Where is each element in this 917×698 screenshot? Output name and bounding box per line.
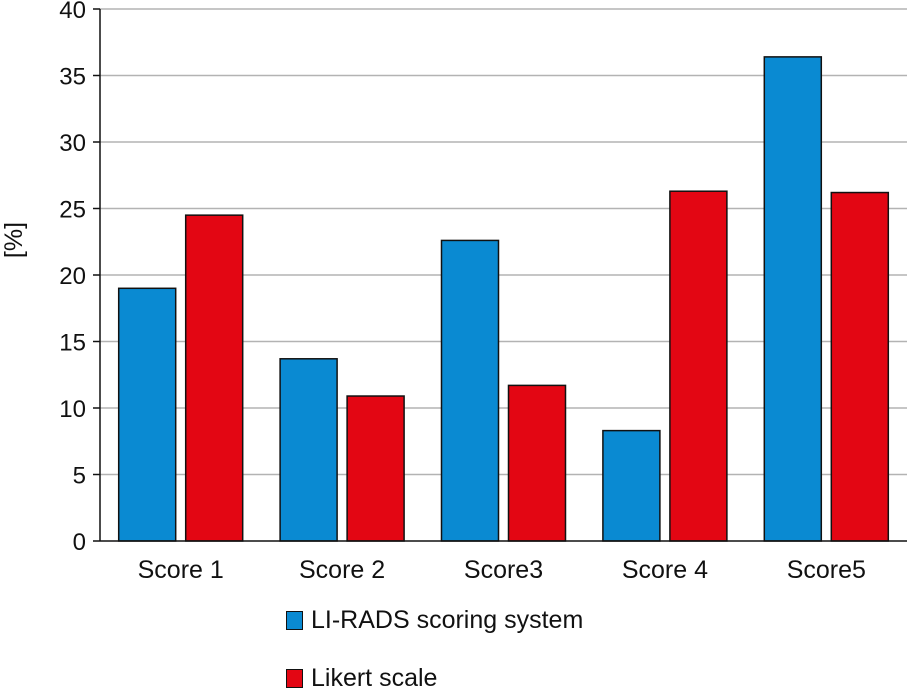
legend-item-lirads: LI-RADS scoring system — [286, 600, 583, 640]
y-tick-label: 25 — [59, 197, 86, 224]
y-axis-label: [%] — [0, 222, 28, 258]
y-tick-label: 30 — [59, 130, 86, 157]
bar-likert — [669, 190, 728, 542]
x-tick-label: Score3 — [464, 556, 543, 584]
y-tick-label: 15 — [59, 330, 86, 357]
bar-lirads — [117, 287, 177, 542]
x-tick-label: Score 2 — [299, 556, 385, 584]
y-tick-label: 5 — [73, 463, 86, 490]
x-tick-label: Score 1 — [138, 556, 224, 584]
y-tick-label: 40 — [59, 0, 86, 24]
bar-lirads — [440, 239, 500, 542]
legend-swatch-lirads — [286, 610, 303, 630]
legend-label-lirads: LI-RADS scoring system — [311, 605, 584, 634]
bar-lirads — [763, 56, 823, 542]
x-ticks: Score 1 Score 2 Score3 Score 4 Score5 — [138, 556, 866, 584]
legend-label-likert: Likert scale — [311, 663, 438, 692]
y-tick-label: 20 — [59, 263, 86, 290]
bar-lirads — [279, 358, 338, 542]
legend: LI-RADS scoring system Likert scale — [286, 600, 583, 698]
bars — [117, 56, 890, 542]
bar-likert — [507, 384, 567, 542]
legend-swatch-likert — [286, 668, 303, 688]
bar-lirads — [602, 429, 661, 542]
y-tick-label: 10 — [59, 396, 86, 423]
y-tick-label: 0 — [73, 529, 86, 556]
bar-likert — [830, 191, 890, 542]
y-ticks: 0 5 10 15 20 25 30 35 40 — [59, 0, 100, 556]
bar-likert — [346, 395, 405, 542]
bar-likert — [184, 214, 244, 542]
y-tick-label: 35 — [59, 64, 86, 91]
x-tick-label: Score5 — [787, 556, 866, 584]
x-tick-label: Score 4 — [622, 556, 708, 584]
legend-item-likert: Likert scale — [286, 658, 583, 698]
